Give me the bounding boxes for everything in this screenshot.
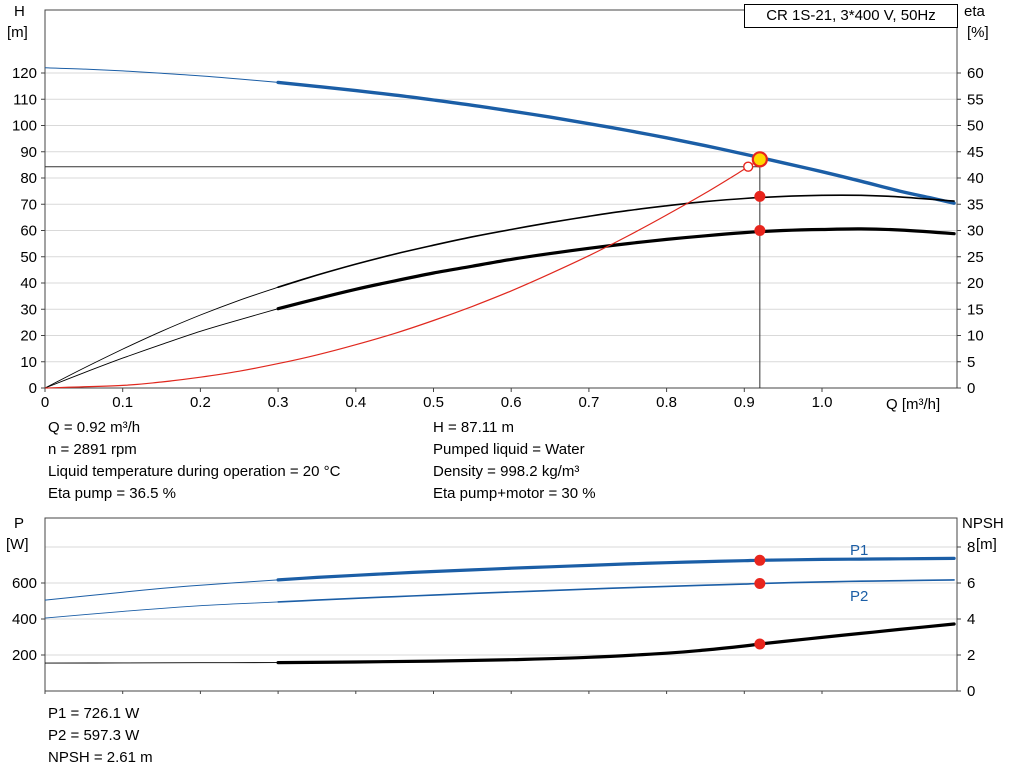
tick-label-x: 0 xyxy=(41,394,49,411)
tick-label-right: 0 xyxy=(967,683,975,700)
value-point xyxy=(754,638,766,650)
tick-label-right: 4 xyxy=(967,611,975,628)
tick-label-right: 35 xyxy=(967,196,984,213)
curve-eta pump+motor-lead xyxy=(44,308,279,389)
tick-label-left: 50 xyxy=(20,249,37,266)
info-p2: P2 = 597.3 W xyxy=(48,727,140,744)
curve-NPSH xyxy=(276,622,956,665)
curve-P1-lead xyxy=(44,579,279,601)
info-npsh: NPSH = 2.61 m xyxy=(48,749,153,766)
tick-label-x: 0.7 xyxy=(578,394,599,411)
value-point xyxy=(754,190,766,202)
tick-label-x: 0.9 xyxy=(734,394,755,411)
duty-point xyxy=(751,151,768,168)
info-density: Density = 998.2 kg/m³ xyxy=(433,463,580,480)
tick-label-right: 20 xyxy=(967,275,984,292)
h-axis-label: H xyxy=(14,3,25,20)
info-eta-pump-motor: Eta pump+motor = 30 % xyxy=(433,485,596,502)
value-point xyxy=(754,577,766,589)
tick-label-left: 10 xyxy=(20,354,37,371)
info-q: Q = 0.92 m³/h xyxy=(48,419,141,436)
series-label-P2: P2 xyxy=(850,588,868,605)
curve-P1 xyxy=(276,556,956,582)
duty-info-left: Q = 0.92 m³/h n = 2891 rpm Liquid temper… xyxy=(48,417,340,505)
tick-label-left: 70 xyxy=(20,196,37,213)
tick-label-right: 15 xyxy=(967,301,984,318)
power-info: P1 = 726.1 W P2 = 597.3 W NPSH = 2.61 m xyxy=(48,703,153,769)
tick-label-left: 40 xyxy=(20,275,37,292)
tick-label-left: 60 xyxy=(20,223,37,240)
p-axis-unit: [W] xyxy=(6,536,29,553)
tick-label-left: 30 xyxy=(20,301,37,318)
eta-axis-unit: [%] xyxy=(967,24,989,41)
tick-label-x: 0.6 xyxy=(501,394,522,411)
tick-label-right: 50 xyxy=(967,118,984,135)
tick-label-left: 100 xyxy=(12,118,37,135)
curve-NPSH-lead xyxy=(44,662,279,664)
p-axis-label: P xyxy=(14,515,25,532)
tick-label-x: 0.2 xyxy=(190,394,211,411)
tick-label-right: 25 xyxy=(967,249,984,266)
npsh-axis-unit: [m] xyxy=(976,536,997,553)
tick-label-right: 10 xyxy=(967,328,984,345)
tick-label-left: 600 xyxy=(12,575,37,592)
info-h: H = 87.11 m xyxy=(433,419,515,436)
info-p1: P1 = 726.1 W xyxy=(48,705,140,722)
curve-eta pump xyxy=(277,194,955,288)
requested-duty-point xyxy=(742,161,754,172)
eta-axis-label: eta xyxy=(964,3,985,20)
value-point xyxy=(754,225,766,236)
curve-P2 xyxy=(277,579,955,603)
tick-label-left: 200 xyxy=(12,647,37,664)
tick-label-left: 110 xyxy=(13,91,37,108)
curve-P2-lead xyxy=(44,601,279,619)
npsh-axis-label: NPSH xyxy=(962,515,1004,532)
tick-label-x: 1.0 xyxy=(812,394,833,411)
tick-label-right: 5 xyxy=(967,354,975,371)
tick-label-x: 0.8 xyxy=(656,394,677,411)
tick-label-left: 120 xyxy=(12,65,37,82)
tick-label-right: 8 xyxy=(967,539,975,556)
tick-label-left: 80 xyxy=(20,170,37,187)
info-eta-pump: Eta pump = 36.5 % xyxy=(48,485,176,502)
tick-label-right: 45 xyxy=(967,144,984,161)
tick-label-right: 55 xyxy=(967,91,984,108)
tick-label-right: 6 xyxy=(967,575,975,592)
duty-info-right: H = 87.11 m Pumped liquid = Water Densit… xyxy=(433,417,596,505)
tick-label-x: 0.1 xyxy=(112,394,133,411)
curve-eta pump+motor xyxy=(276,227,956,311)
tick-label-right: 30 xyxy=(967,223,984,240)
info-n: n = 2891 rpm xyxy=(48,441,137,458)
value-point xyxy=(754,554,766,566)
plot-frame xyxy=(44,9,958,389)
tick-label-x: 0.4 xyxy=(345,394,366,411)
tick-label-right: 40 xyxy=(967,170,984,187)
tick-label-left: 90 xyxy=(20,144,37,161)
tick-label-right: 60 xyxy=(967,65,984,82)
tick-label-right: 2 xyxy=(967,647,975,664)
pump-title-box: CR 1S-21, 3*400 V, 50Hz xyxy=(744,4,958,28)
curve-H xyxy=(276,80,956,205)
h-axis-unit: [m] xyxy=(7,24,28,41)
q-axis-label: Q [m³/h] xyxy=(886,396,941,413)
curve-eta pump-lead xyxy=(44,286,279,389)
series-label-P1: P1 xyxy=(850,542,868,559)
tick-label-left: 400 xyxy=(12,611,37,628)
tick-label-left: 0 xyxy=(29,380,37,397)
curve-H-lead xyxy=(44,67,279,83)
tick-label-left: 20 xyxy=(20,328,37,345)
info-liquid-temp: Liquid temperature during operation = 20… xyxy=(48,463,341,480)
tick-label-x: 0.3 xyxy=(268,394,289,411)
info-pumped-liquid: Pumped liquid = Water xyxy=(433,441,585,458)
tick-label-right: 0 xyxy=(967,380,975,397)
curve-system curve xyxy=(44,158,761,389)
plot-frame xyxy=(44,517,958,692)
tick-label-x: 0.5 xyxy=(423,394,444,411)
